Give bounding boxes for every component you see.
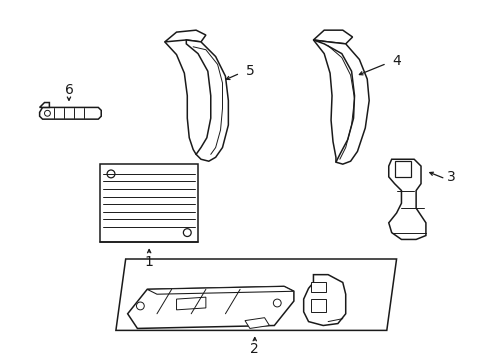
Text: 4: 4 xyxy=(391,54,400,68)
Circle shape xyxy=(183,229,191,237)
Polygon shape xyxy=(313,40,368,164)
Polygon shape xyxy=(40,107,101,119)
Polygon shape xyxy=(310,299,325,312)
Text: 3: 3 xyxy=(446,170,455,184)
Circle shape xyxy=(107,170,115,178)
Polygon shape xyxy=(127,287,293,328)
Polygon shape xyxy=(394,161,410,177)
Text: 1: 1 xyxy=(144,255,153,269)
Circle shape xyxy=(136,302,144,310)
Polygon shape xyxy=(147,287,293,294)
Polygon shape xyxy=(186,40,228,161)
Polygon shape xyxy=(313,30,352,44)
Polygon shape xyxy=(303,275,345,325)
Polygon shape xyxy=(244,318,269,328)
Polygon shape xyxy=(164,30,205,42)
Text: 2: 2 xyxy=(250,342,259,356)
Text: 6: 6 xyxy=(64,83,73,97)
Polygon shape xyxy=(40,103,49,107)
Circle shape xyxy=(44,111,50,116)
Circle shape xyxy=(273,299,281,307)
Polygon shape xyxy=(388,159,425,239)
Polygon shape xyxy=(176,297,205,310)
Polygon shape xyxy=(116,259,396,330)
Polygon shape xyxy=(100,164,198,242)
Text: 5: 5 xyxy=(245,64,254,78)
Polygon shape xyxy=(310,283,325,292)
